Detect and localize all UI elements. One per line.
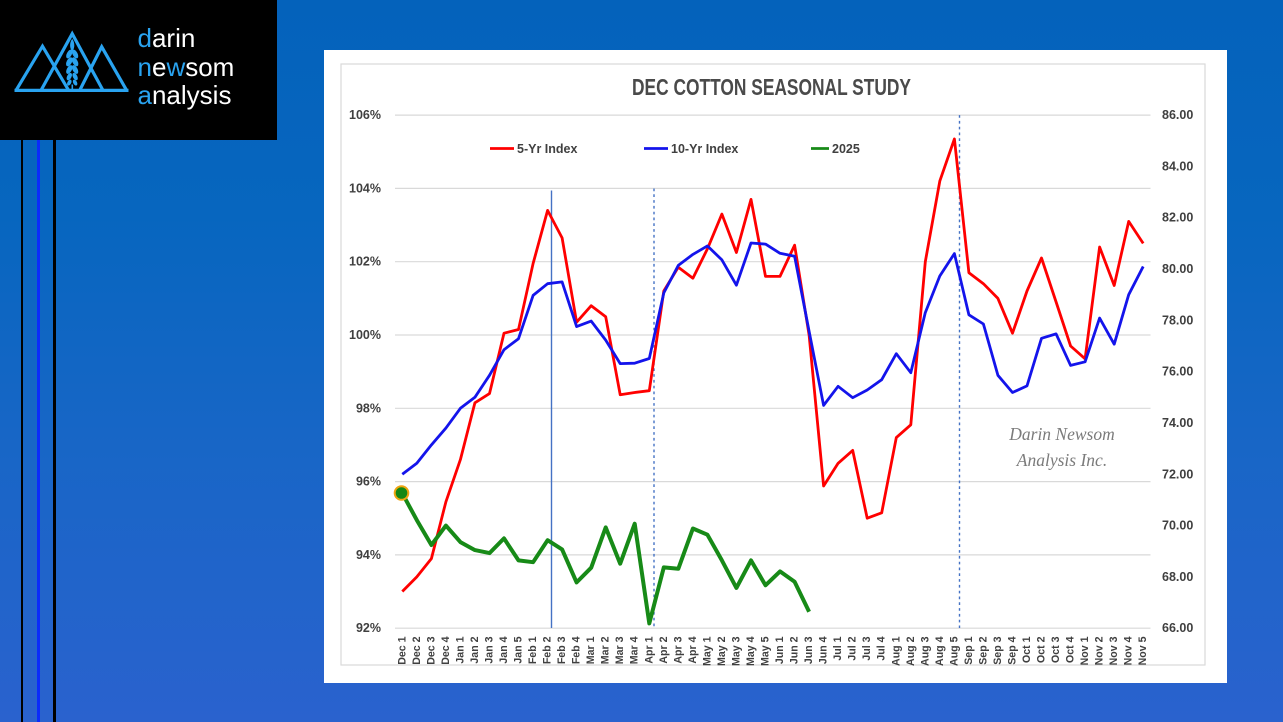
svg-text:10-Yr Index: 10-Yr Index <box>671 142 738 156</box>
svg-text:Jan 5: Jan 5 <box>513 636 525 663</box>
svg-text:Aug 5: Aug 5 <box>948 636 960 666</box>
svg-text:98%: 98% <box>356 401 381 415</box>
svg-text:82.00: 82.00 <box>1162 211 1193 225</box>
svg-text:Jan 1: Jan 1 <box>454 636 466 663</box>
svg-text:Nov 3: Nov 3 <box>1108 636 1120 665</box>
svg-text:104%: 104% <box>349 181 381 195</box>
svg-text:Oct 2: Oct 2 <box>1036 636 1048 663</box>
svg-text:96%: 96% <box>356 475 381 489</box>
svg-text:Nov 2: Nov 2 <box>1094 636 1106 665</box>
svg-text:Dec 4: Dec 4 <box>440 636 452 664</box>
svg-text:Jun 4: Jun 4 <box>818 636 830 664</box>
svg-text:66.00: 66.00 <box>1162 621 1193 635</box>
svg-text:Nov 1: Nov 1 <box>1079 636 1091 665</box>
svg-text:Apr 4: Apr 4 <box>687 636 699 663</box>
svg-text:70.00: 70.00 <box>1162 519 1193 533</box>
svg-text:5-Yr Index: 5-Yr Index <box>517 142 577 156</box>
svg-text:May 2: May 2 <box>716 636 728 666</box>
svg-text:Jun 1: Jun 1 <box>774 636 786 664</box>
svg-text:May 5: May 5 <box>760 636 772 666</box>
svg-text:Oct 1: Oct 1 <box>1021 636 1033 663</box>
svg-text:76.00: 76.00 <box>1162 365 1193 379</box>
svg-text:Jun 3: Jun 3 <box>803 636 815 664</box>
svg-text:2025: 2025 <box>832 142 860 156</box>
svg-text:Aug 4: Aug 4 <box>934 636 946 666</box>
svg-text:Jul 1: Jul 1 <box>832 636 844 660</box>
svg-text:Sep 1: Sep 1 <box>963 636 975 664</box>
svg-text:Apr 2: Apr 2 <box>658 636 670 663</box>
svg-text:74.00: 74.00 <box>1162 416 1193 430</box>
svg-text:Sep 4: Sep 4 <box>1007 636 1019 664</box>
svg-text:May 1: May 1 <box>701 636 713 666</box>
svg-text:Jul 2: Jul 2 <box>847 636 859 660</box>
svg-text:100%: 100% <box>349 328 381 342</box>
svg-text:May 4: May 4 <box>745 636 757 666</box>
svg-text:Mar 2: Mar 2 <box>600 636 612 664</box>
svg-text:84.00: 84.00 <box>1162 159 1193 173</box>
svg-text:Darin Newsom: Darin Newsom <box>1008 424 1115 444</box>
svg-text:Jun 2: Jun 2 <box>789 636 801 664</box>
svg-text:Nov 4: Nov 4 <box>1123 636 1135 665</box>
svg-text:Dec 3: Dec 3 <box>425 636 437 664</box>
svg-text:Mar 1: Mar 1 <box>585 636 597 664</box>
svg-text:Jan 3: Jan 3 <box>484 636 496 663</box>
svg-text:Aug 3: Aug 3 <box>919 636 931 666</box>
svg-text:May 3: May 3 <box>730 636 742 666</box>
svg-text:86.00: 86.00 <box>1162 108 1193 122</box>
svg-text:106%: 106% <box>349 108 381 122</box>
svg-text:Mar 4: Mar 4 <box>629 636 641 664</box>
svg-text:Apr 1: Apr 1 <box>643 636 655 663</box>
svg-text:Dec 2: Dec 2 <box>411 636 423 664</box>
svg-text:Oct 4: Oct 4 <box>1065 636 1077 663</box>
svg-text:Aug 2: Aug 2 <box>905 636 917 666</box>
svg-text:Aug 1: Aug 1 <box>890 636 902 666</box>
svg-text:72.00: 72.00 <box>1162 467 1193 481</box>
svg-text:Jan 2: Jan 2 <box>469 636 481 663</box>
svg-text:Analysis Inc.: Analysis Inc. <box>1016 450 1107 470</box>
svg-text:Feb 4: Feb 4 <box>571 636 583 664</box>
svg-text:78.00: 78.00 <box>1162 313 1193 327</box>
svg-text:Dec 1: Dec 1 <box>396 636 408 664</box>
svg-text:Nov 5: Nov 5 <box>1137 636 1149 665</box>
svg-text:Jan 4: Jan 4 <box>498 636 510 663</box>
svg-text:68.00: 68.00 <box>1162 570 1193 584</box>
svg-text:Mar 3: Mar 3 <box>614 636 626 664</box>
svg-text:Feb 1: Feb 1 <box>527 636 539 664</box>
svg-text:Apr 3: Apr 3 <box>672 636 684 663</box>
svg-text:Feb 3: Feb 3 <box>556 636 568 664</box>
svg-text:Sep 3: Sep 3 <box>992 636 1004 664</box>
svg-text:92%: 92% <box>356 621 381 635</box>
svg-text:Feb 2: Feb 2 <box>542 636 554 664</box>
svg-text:94%: 94% <box>356 548 381 562</box>
svg-text:Oct 3: Oct 3 <box>1050 636 1062 663</box>
svg-text:Jul 3: Jul 3 <box>861 636 873 660</box>
svg-text:DEC COTTON SEASONAL STUDY: DEC COTTON SEASONAL STUDY <box>632 74 911 100</box>
svg-text:80.00: 80.00 <box>1162 262 1193 276</box>
svg-text:102%: 102% <box>349 255 381 269</box>
svg-text:Sep 2: Sep 2 <box>977 636 989 664</box>
svg-text:Jul 4: Jul 4 <box>876 636 888 660</box>
